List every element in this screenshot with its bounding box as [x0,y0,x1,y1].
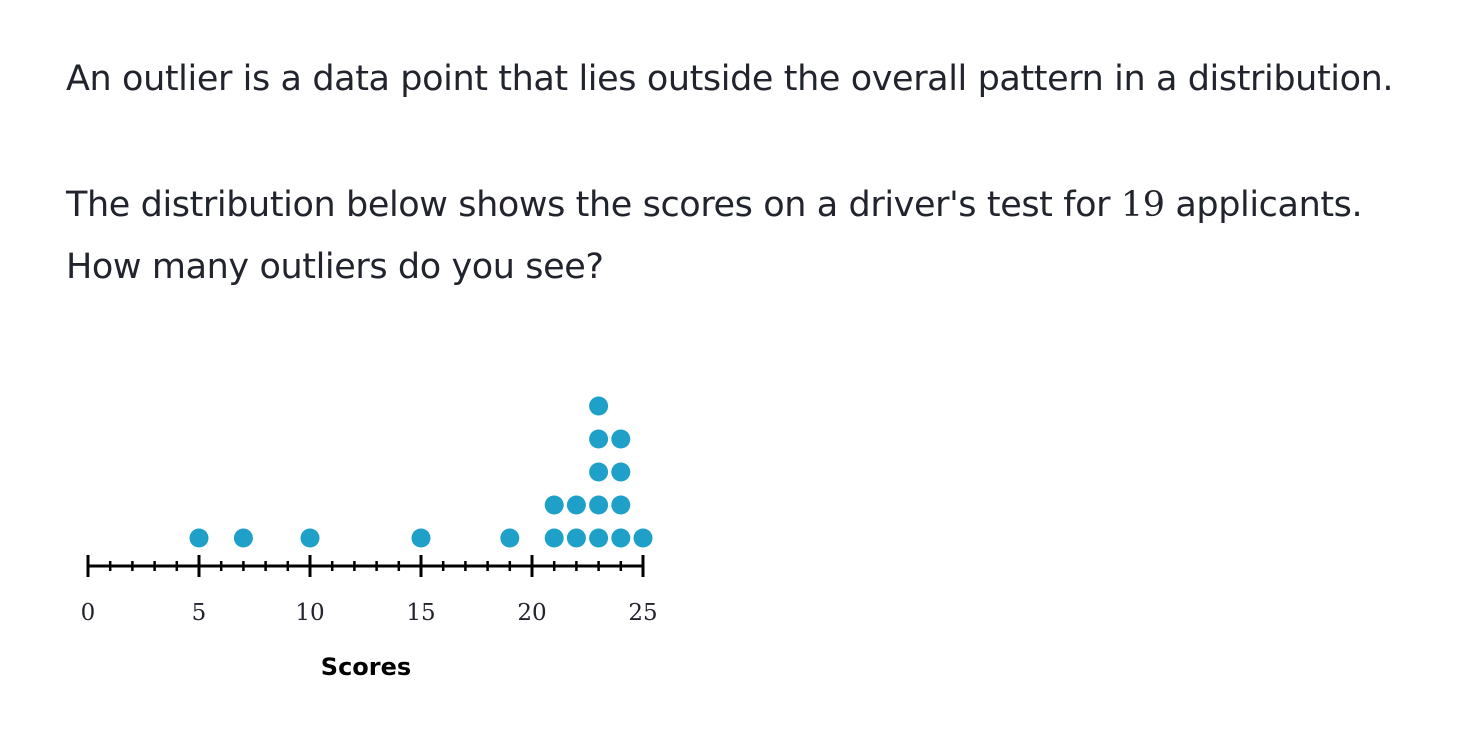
data-dot [566,528,586,548]
data-dot [544,528,564,548]
data-dot [611,462,631,482]
data-dot [589,462,609,482]
data-dot [611,429,631,449]
question-ask: How many outliers do you see? [66,247,604,287]
data-dot [189,528,209,548]
x-axis: 0 5 10 15 20 25 [81,555,658,626]
data-dot [633,528,653,548]
data-dot [233,528,253,548]
question-prompt-text-end: applicants. [1164,185,1363,225]
data-dot [500,528,520,548]
x-tick-label: 5 [192,600,207,626]
x-tick-label: 0 [81,600,96,626]
data-dot [611,528,631,548]
x-axis-label: Scores [321,653,411,681]
data-dot [589,429,609,449]
x-tick-label: 10 [295,600,324,626]
dot-plot-points [189,396,653,548]
data-dot [566,495,586,515]
data-dot [544,495,564,515]
data-dot [589,528,609,548]
data-dot [300,528,320,548]
question-prompt-text-start: The distribution below shows the scores … [66,185,1121,225]
data-dot [589,495,609,515]
question-prompt: The distribution below shows the scores … [66,174,1363,298]
applicants-count: 19 [1120,185,1165,225]
data-dot [589,396,609,416]
question-intro: An outlier is a data point that lies out… [66,48,1394,110]
x-tick-label: 20 [517,600,546,626]
x-tick-label: 15 [406,600,435,626]
data-dot [611,495,631,515]
question-intro-text: An outlier is a data point that lies out… [66,59,1394,99]
data-dot [411,528,431,548]
x-tick-label: 25 [628,600,657,626]
